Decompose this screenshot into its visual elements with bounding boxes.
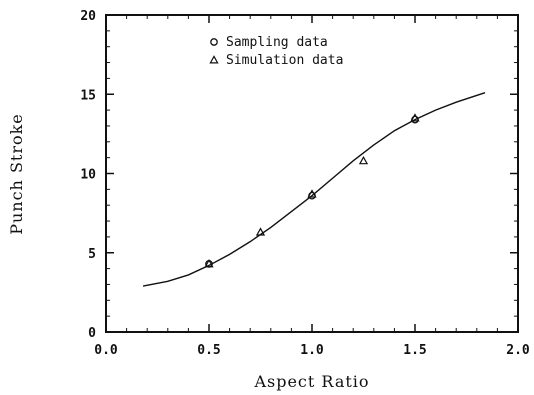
legend-marker-sampling bbox=[210, 38, 218, 46]
fitted-curve bbox=[142, 92, 486, 287]
series-layer bbox=[142, 92, 486, 287]
simulation-data-point bbox=[307, 189, 317, 198]
simulation-data-point bbox=[358, 155, 369, 165]
simulation-data-point bbox=[255, 227, 266, 236]
y-tick-label: 20 bbox=[80, 9, 96, 24]
simulation-data-point bbox=[204, 259, 214, 268]
x-tick-label: 1.5 bbox=[403, 343, 426, 358]
y-tick-labels: 0 5 10 15 20 bbox=[80, 9, 96, 341]
simulation-data-point bbox=[410, 113, 420, 122]
x-tick-labels: 0.0 0.5 1.0 1.5 2.0 bbox=[94, 343, 530, 358]
x-tick-label: 2.0 bbox=[506, 343, 530, 358]
y-tick-label: 0 bbox=[88, 326, 96, 341]
x-tick-label: 0.0 bbox=[94, 343, 118, 358]
x-tick-label: 0.5 bbox=[197, 343, 220, 358]
tick-marks bbox=[105, 14, 519, 333]
x-tick-label: 1.0 bbox=[300, 343, 324, 358]
y-tick-label: 10 bbox=[80, 168, 96, 183]
legend-label: Simulation data bbox=[226, 53, 343, 68]
legend-label: Sampling data bbox=[226, 35, 328, 50]
y-tick-label: 5 bbox=[88, 247, 96, 262]
y-tick-label: 15 bbox=[80, 88, 96, 103]
legend-marker-simulation bbox=[209, 55, 219, 64]
legend: Sampling data Simulation data bbox=[209, 35, 343, 68]
x-axis-title: Aspect Ratio bbox=[253, 372, 369, 391]
y-axis-title: Punch Stroke bbox=[7, 113, 26, 235]
